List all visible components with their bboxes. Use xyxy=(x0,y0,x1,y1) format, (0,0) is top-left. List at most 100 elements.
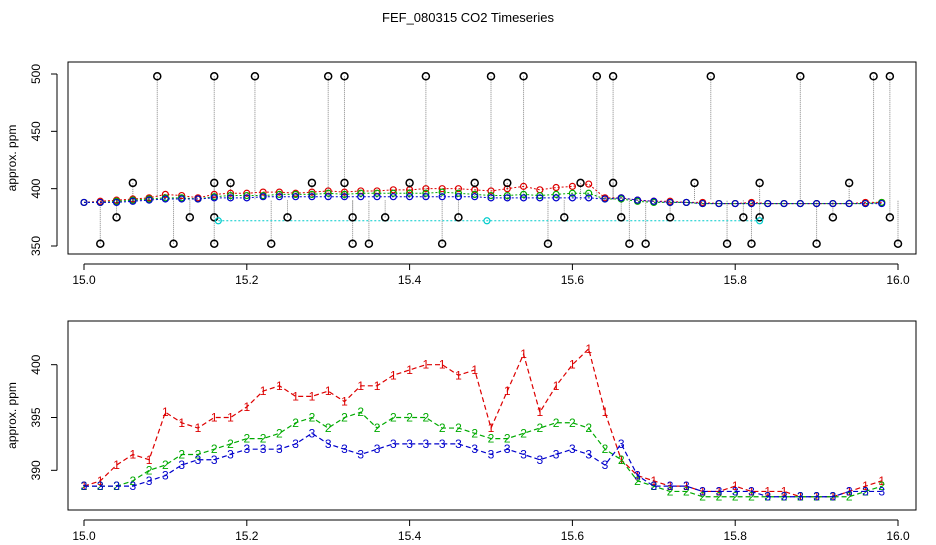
data-point-red xyxy=(161,190,169,198)
data-point-blue xyxy=(226,194,235,202)
data-point-1: 1 xyxy=(357,379,364,393)
data-point-blue xyxy=(129,197,137,205)
data-point-green xyxy=(422,189,430,197)
data-point-black xyxy=(844,178,854,188)
data-point-black xyxy=(380,213,390,222)
data-point-1: 1 xyxy=(325,384,332,398)
data-point-red xyxy=(226,189,235,197)
data-point-green xyxy=(373,189,381,197)
series-line-2 xyxy=(84,411,882,498)
data-point-black xyxy=(364,239,374,248)
data-point-blue xyxy=(845,199,853,208)
data-point-3: 3 xyxy=(732,484,739,498)
data-point-blue xyxy=(829,199,837,208)
data-point-2: 2 xyxy=(471,426,478,440)
data-point-black xyxy=(226,178,235,188)
data-point-black xyxy=(739,213,748,222)
data-point-3: 3 xyxy=(292,437,299,451)
data-point-blue xyxy=(601,195,609,203)
data-point-green xyxy=(226,191,235,200)
data-point-2: 2 xyxy=(504,432,511,446)
data-point-blue xyxy=(243,194,251,202)
data-point-2: 2 xyxy=(406,411,413,425)
data-point-1: 1 xyxy=(260,384,267,398)
data-point-red xyxy=(389,186,397,194)
data-point-red xyxy=(519,182,528,190)
data-point-blue xyxy=(731,199,739,208)
x-tick-label: 16.0 xyxy=(886,273,910,287)
data-point-red xyxy=(243,189,251,197)
data-point-3: 3 xyxy=(357,447,364,461)
data-point-3: 3 xyxy=(390,437,397,451)
data-point-1: 1 xyxy=(146,453,153,467)
data-point-1: 1 xyxy=(227,411,234,425)
data-point-1: 1 xyxy=(569,358,576,372)
data-point-blue xyxy=(699,199,707,208)
y-tick-label: 400 xyxy=(29,354,43,374)
data-point-1: 1 xyxy=(406,363,413,377)
data-point-1: 1 xyxy=(129,447,136,461)
data-point-black xyxy=(885,72,895,81)
data-point-2: 2 xyxy=(129,474,136,488)
data-point-2: 2 xyxy=(667,484,674,498)
data-point-black xyxy=(112,213,121,222)
data-point-blue xyxy=(471,193,479,201)
data-point-2: 2 xyxy=(195,447,202,461)
data-point-green xyxy=(324,189,332,197)
data-point-red xyxy=(340,188,349,196)
x-tick-label: 15.8 xyxy=(724,273,748,287)
data-point-blue xyxy=(389,193,397,201)
data-point-green xyxy=(243,191,251,200)
data-point-black xyxy=(503,178,512,188)
data-point-blue xyxy=(308,193,316,201)
data-point-3: 3 xyxy=(195,453,202,467)
data-point-3: 3 xyxy=(227,447,234,461)
data-point-blue xyxy=(861,199,870,208)
data-point-blue xyxy=(585,194,593,202)
data-point-1: 1 xyxy=(243,400,250,414)
data-point-red xyxy=(259,188,267,196)
data-point-blue xyxy=(666,198,674,207)
data-point-3: 3 xyxy=(113,479,120,493)
data-point-2: 2 xyxy=(846,490,853,504)
data-point-red xyxy=(308,188,316,196)
data-point-black xyxy=(755,178,764,188)
x-tick-label: 15.8 xyxy=(724,529,748,540)
data-point-black xyxy=(169,239,178,248)
y-tick-label: 500 xyxy=(29,64,43,84)
data-point-3: 3 xyxy=(341,442,348,456)
data-point-3: 3 xyxy=(81,479,88,493)
data-point-3: 3 xyxy=(374,442,381,456)
data-point-blue xyxy=(764,199,772,208)
x-tick-label: 15.4 xyxy=(398,273,422,287)
data-point-3: 3 xyxy=(406,437,413,451)
data-point-3: 3 xyxy=(602,458,609,472)
data-point-1: 1 xyxy=(309,389,316,403)
data-point-3: 3 xyxy=(878,484,885,498)
data-point-1: 1 xyxy=(455,368,462,382)
data-point-black xyxy=(828,213,838,222)
data-point-2: 2 xyxy=(146,463,153,477)
data-point-3: 3 xyxy=(211,453,218,467)
data-point-2: 2 xyxy=(536,421,543,435)
data-point-3: 3 xyxy=(260,442,267,456)
data-point-3: 3 xyxy=(146,474,153,488)
data-point-blue xyxy=(292,193,300,201)
data-point-black xyxy=(283,213,292,222)
data-point-3: 3 xyxy=(455,437,462,451)
data-point-2: 2 xyxy=(634,474,641,488)
data-point-black xyxy=(470,178,479,188)
data-point-black xyxy=(560,213,569,222)
data-point-blue xyxy=(422,193,430,201)
data-point-1: 1 xyxy=(423,358,430,372)
data-point-3: 3 xyxy=(471,442,478,456)
data-point-3: 3 xyxy=(846,484,853,498)
data-point-3: 3 xyxy=(276,442,283,456)
data-point-green xyxy=(340,190,349,198)
data-point-blue xyxy=(96,198,104,207)
data-point-2: 2 xyxy=(260,432,267,446)
data-point-blue xyxy=(178,195,186,203)
data-point-1: 1 xyxy=(341,395,348,409)
